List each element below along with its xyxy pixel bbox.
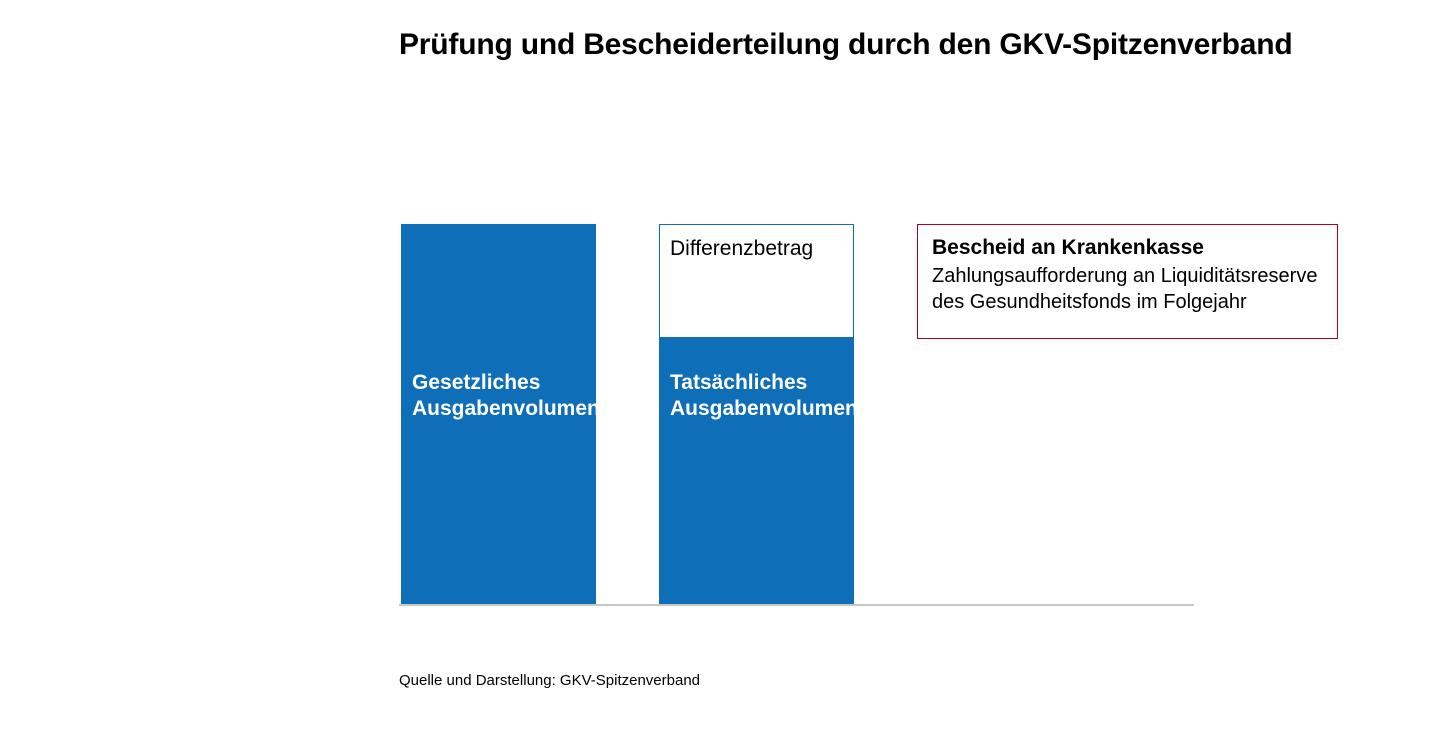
source-line: Quelle und Darstellung: GKV-Spitzenverba… [399, 672, 700, 689]
callout-body-line1: Zahlungsaufforderung an Liquiditätsreser… [932, 265, 1317, 287]
bar-gesetzliches-label-line2: Ausgabenvolumen [412, 397, 600, 420]
chart-baseline [399, 604, 1194, 606]
bar-gesetzliches-label-line1: Gesetzliches [412, 371, 540, 394]
callout-title: Bescheid an Krankenkasse [932, 235, 1323, 261]
bar-gesetzliches-label: Gesetzliches Ausgabenvolumen [412, 370, 600, 423]
bar-tatsaechliches-label-line1: Tatsächliches [670, 371, 807, 394]
bar-tatsaechliches-label-line2: Ausgabenvolumen [670, 397, 858, 420]
bar-tatsaechliches-label: Tatsächliches Ausgabenvolumen [670, 370, 858, 423]
callout-bescheid: Bescheid an Krankenkasse Zahlungsaufford… [917, 224, 1338, 339]
page-title: Prüfung und Bescheiderteilung durch den … [399, 28, 1292, 62]
callout-body: Zahlungsaufforderung an Liquiditätsreser… [932, 263, 1323, 315]
diagram-stage: Prüfung und Bescheiderteilung durch den … [0, 0, 1440, 729]
differenzbetrag-label: Differenzbetrag [670, 237, 813, 261]
callout-body-line2: des Gesundheitsfonds im Folgejahr [932, 291, 1247, 313]
